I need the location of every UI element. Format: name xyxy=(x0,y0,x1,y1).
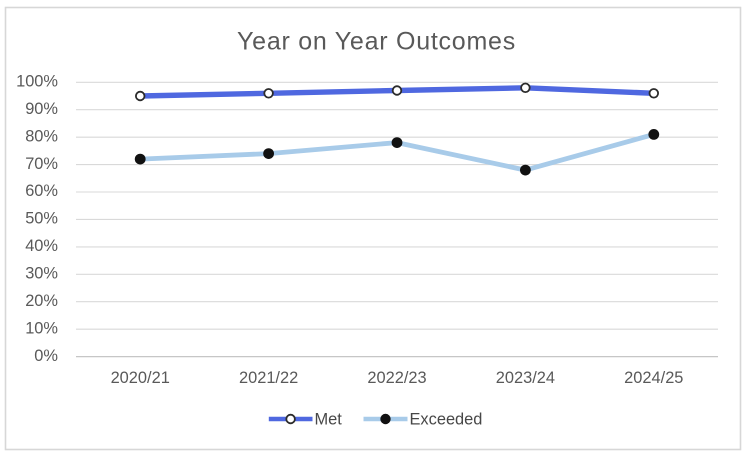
svg-text:2022/23: 2022/23 xyxy=(367,369,426,387)
svg-text:Year on Year Outcomes: Year on Year Outcomes xyxy=(237,28,516,56)
svg-text:100%: 100% xyxy=(16,73,58,91)
svg-text:60%: 60% xyxy=(25,182,58,200)
svg-text:70%: 70% xyxy=(25,155,58,173)
svg-text:20%: 20% xyxy=(25,292,58,310)
svg-text:40%: 40% xyxy=(25,237,58,255)
svg-text:10%: 10% xyxy=(25,319,58,337)
svg-text:2021/22: 2021/22 xyxy=(239,369,298,387)
svg-text:2023/24: 2023/24 xyxy=(496,369,555,387)
svg-text:0%: 0% xyxy=(34,347,58,365)
svg-text:80%: 80% xyxy=(25,127,58,145)
svg-text:Exceeded: Exceeded xyxy=(410,411,483,429)
svg-text:2020/21: 2020/21 xyxy=(111,369,170,387)
svg-text:90%: 90% xyxy=(25,100,58,118)
svg-text:50%: 50% xyxy=(25,210,58,228)
svg-text:30%: 30% xyxy=(25,265,58,283)
svg-text:2024/25: 2024/25 xyxy=(624,369,683,387)
svg-text:Met: Met xyxy=(315,411,343,429)
